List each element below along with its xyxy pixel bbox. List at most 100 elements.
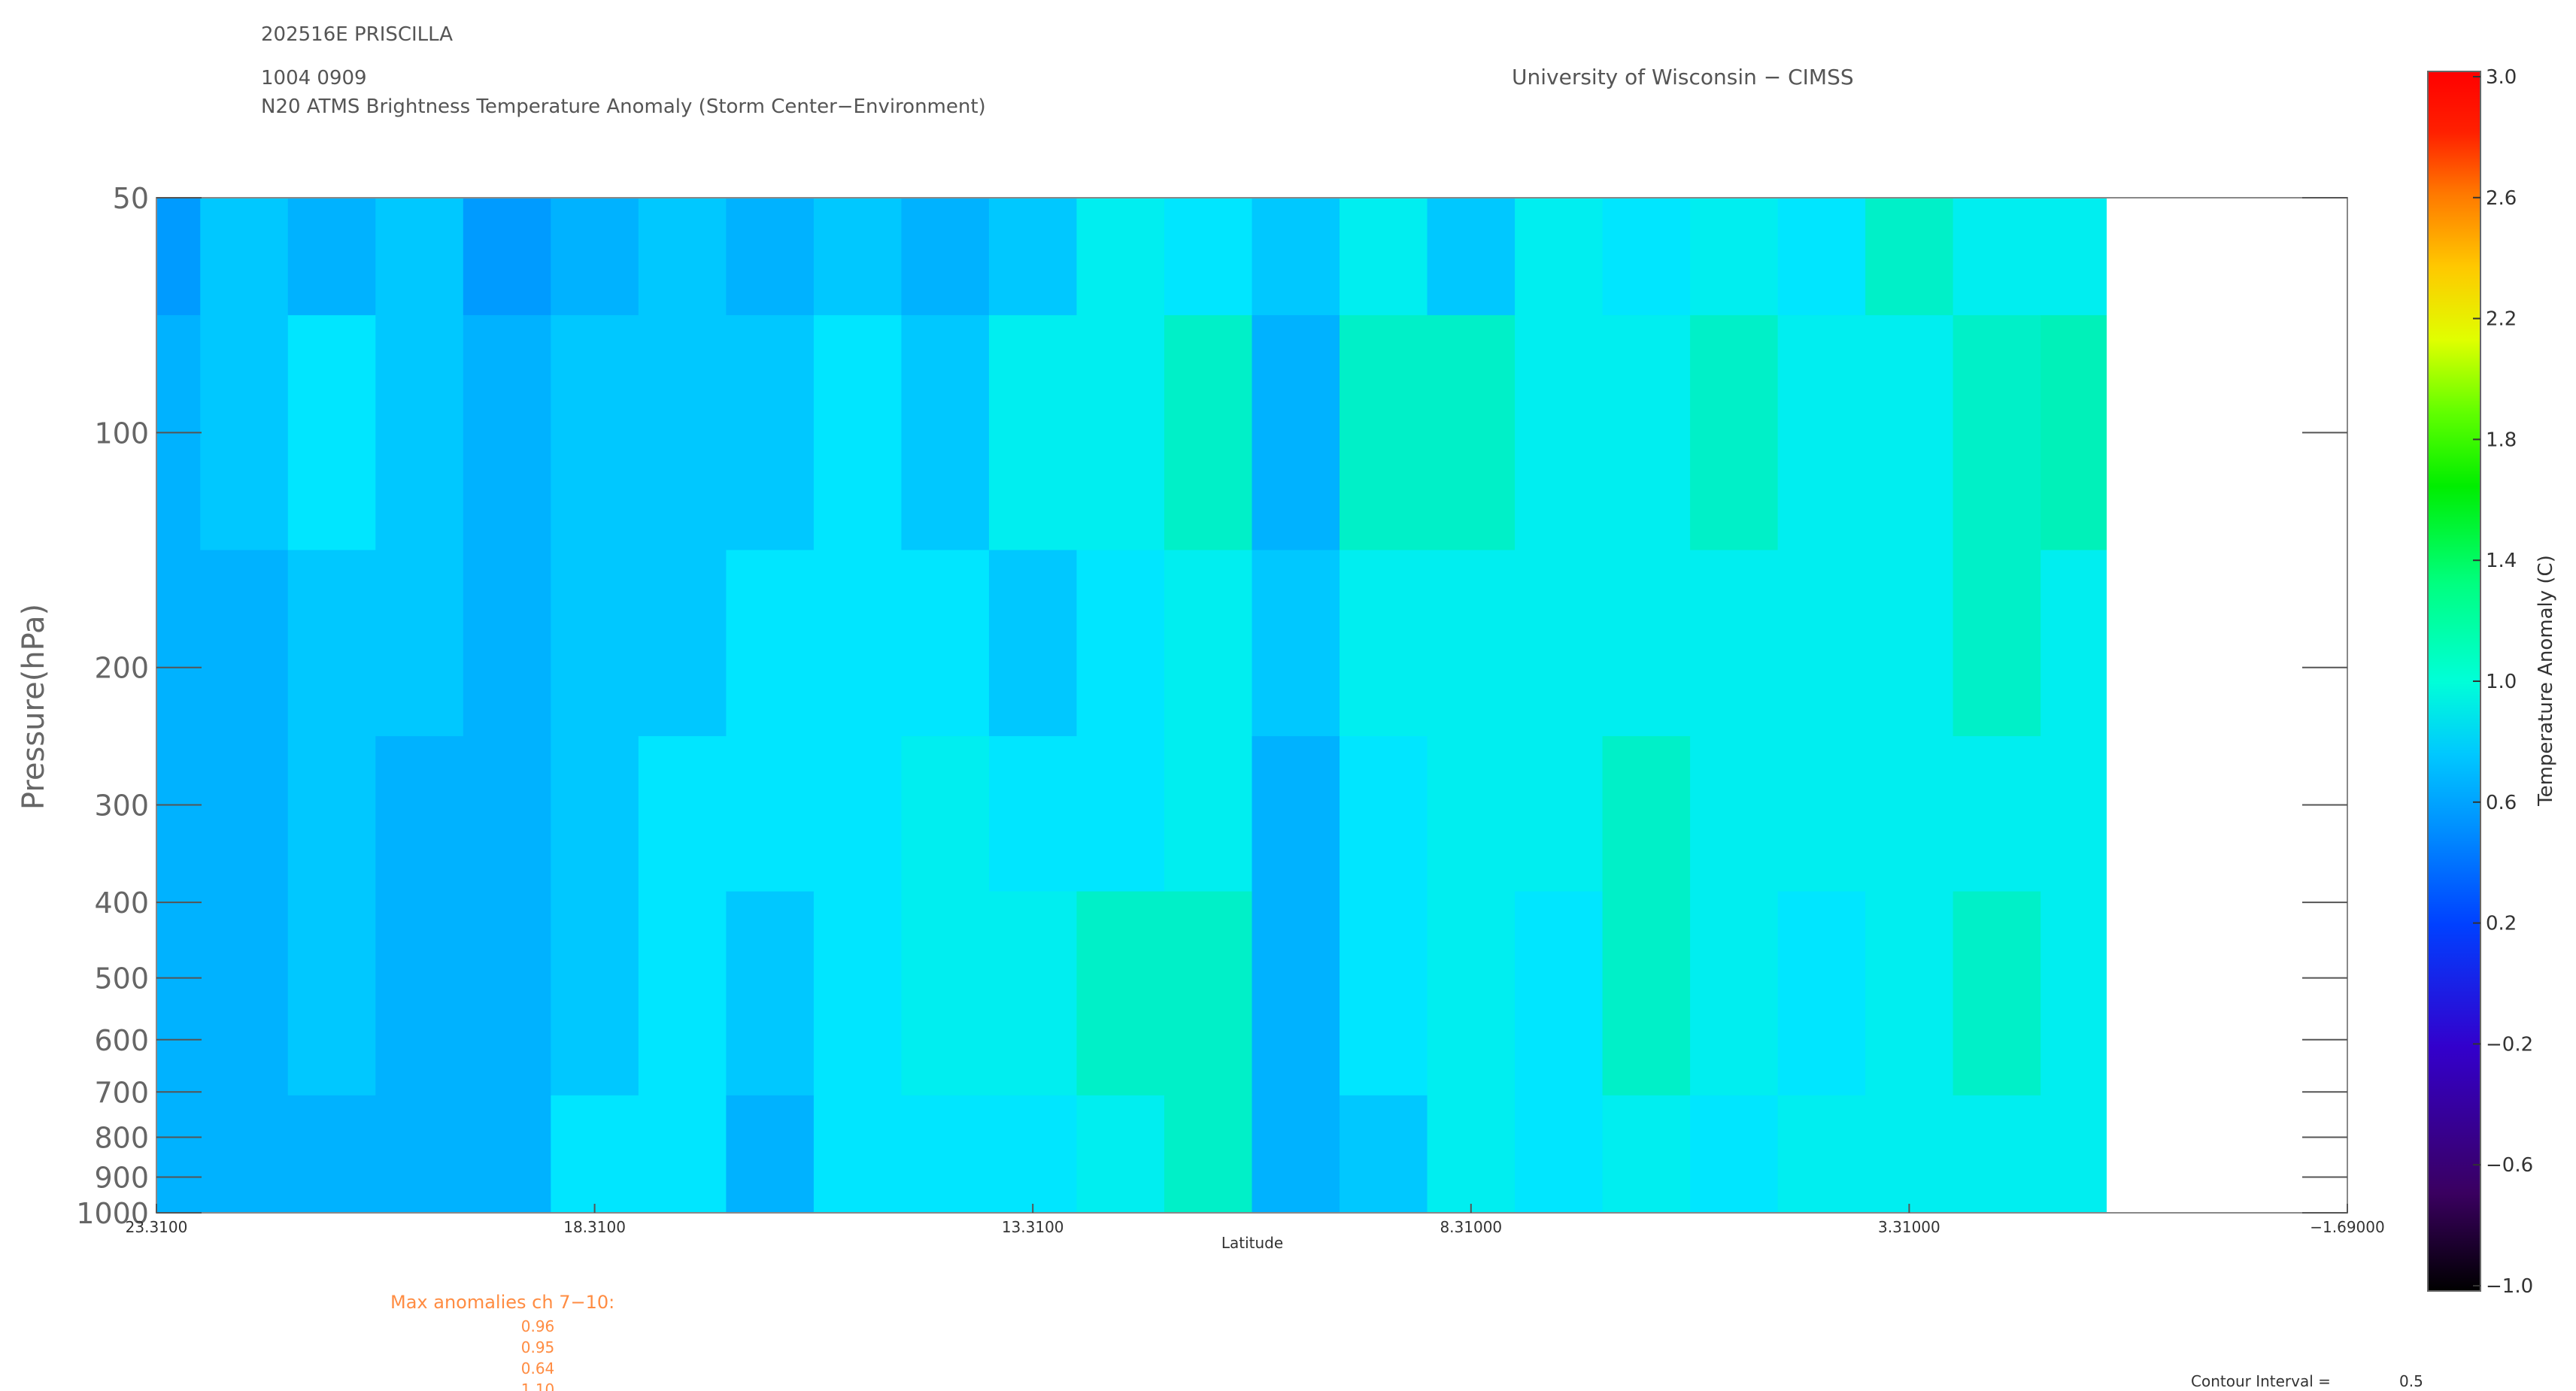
x-tick-label: 13.3100 — [1002, 1218, 1064, 1236]
heatmap-cell — [156, 736, 201, 892]
heatmap-cell — [1076, 550, 1165, 737]
heatmap-cell — [1777, 736, 1866, 892]
heatmap-cell — [156, 1095, 201, 1213]
heatmap-cell — [901, 736, 990, 892]
heatmap-cell — [1515, 315, 1604, 551]
heatmap-cell — [726, 1095, 815, 1213]
heatmap-cell — [813, 315, 902, 551]
y-tick-label: 500 — [94, 962, 149, 996]
heatmap-cell — [638, 891, 727, 1096]
y-tick-label: 200 — [94, 652, 149, 685]
heatmap-cell — [1252, 736, 1340, 892]
y-tick-label: 100 — [94, 417, 149, 450]
heatmap-cell — [287, 736, 376, 892]
heatmap-cell — [1164, 1095, 1252, 1213]
heatmap-cell — [638, 550, 727, 737]
heatmap-cell — [1602, 550, 1691, 737]
heatmap-cell — [551, 1095, 639, 1213]
heatmap-cell — [1952, 550, 2041, 737]
heatmap-cell — [551, 736, 639, 892]
heatmap-cell — [813, 891, 902, 1096]
heatmap-cell — [1164, 315, 1252, 551]
heatmap-cell — [988, 198, 1077, 316]
heatmap-cell — [1515, 1095, 1604, 1213]
heatmap-cell — [901, 198, 990, 316]
max-anomaly-value: 0.95 — [521, 1338, 555, 1356]
heatmap-cell — [1515, 198, 1604, 316]
heatmap-cell — [2040, 315, 2107, 551]
heatmap-cell — [1690, 736, 1779, 892]
heatmap-cell — [726, 891, 815, 1096]
plot-frame — [156, 197, 2348, 1214]
institution: University of Wisconsin − CIMSS — [1512, 65, 1854, 89]
heatmap-cell — [988, 550, 1077, 737]
heatmap-cell — [1602, 1095, 1691, 1213]
heatmap-cell — [1952, 891, 2041, 1096]
heatmap-cell — [1340, 198, 1428, 316]
heatmap-cell — [1952, 736, 2041, 892]
heatmap-cell — [1602, 891, 1691, 1096]
heatmap-cell — [1427, 315, 1516, 551]
product-title: N20 ATMS Brightness Temperature Anomaly … — [261, 95, 986, 118]
heatmap-cell — [156, 550, 201, 737]
heatmap-cell — [1777, 891, 1866, 1096]
heatmap-cell — [726, 198, 815, 316]
heatmap-cell — [1515, 736, 1604, 892]
max-anomalies-title: Max anomalies ch 7−10: — [390, 1292, 614, 1313]
heatmap-cell — [2040, 736, 2107, 892]
heatmap-cell — [200, 891, 289, 1096]
heatmap-cell — [1865, 198, 1954, 316]
heatmap-cell — [463, 198, 551, 316]
x-axis: 23.3100 18.3100 13.3100 8.31000 3.31000 −1.69… — [126, 1204, 2385, 1236]
heatmap-cell — [551, 315, 639, 551]
colorbar-tick-label: 1.0 — [2486, 671, 2517, 693]
heatmap-cell — [1515, 891, 1604, 1096]
heatmap-cell — [200, 736, 289, 892]
heatmap-cell — [1076, 736, 1165, 892]
heatmap-cell — [200, 198, 289, 316]
heatmap-cell — [1340, 315, 1428, 551]
heatmap-cell — [988, 1095, 1077, 1213]
heatmap-cell — [1076, 1095, 1165, 1213]
heatmap-cell — [988, 891, 1077, 1096]
y-axis-label: Pressure(hPa) — [17, 604, 51, 810]
heatmap-cell — [1076, 198, 1165, 316]
heatmap-cell — [1690, 550, 1779, 737]
x-tick-label: 18.3100 — [563, 1218, 626, 1236]
heatmap-cell — [901, 891, 990, 1096]
colorbar-tick-label: −1.0 — [2486, 1275, 2533, 1298]
heatmap-cell — [813, 1095, 902, 1213]
heatmap-cell — [813, 550, 902, 737]
y-tick-label: 800 — [94, 1121, 149, 1154]
heatmap-cell — [1427, 1095, 1516, 1213]
y-tick-label: 400 — [94, 886, 149, 920]
heatmap-cell — [1252, 891, 1340, 1096]
heatmap-cell — [551, 550, 639, 737]
heatmap-cell — [1252, 198, 1340, 316]
heatmap-cell — [1865, 736, 1954, 892]
heatmap-cell — [463, 1095, 551, 1213]
heatmap-cell — [375, 736, 464, 892]
heatmap-cell — [2040, 198, 2107, 316]
heatmap-cell — [287, 550, 376, 737]
colorbar-tick-label: 2.2 — [2486, 308, 2517, 331]
heatmap-cell — [1690, 1095, 1779, 1213]
heatmap-cell — [1076, 315, 1165, 551]
heatmap-cell — [463, 315, 551, 551]
x-tick-label: 23.3100 — [126, 1218, 188, 1236]
heatmap-cell — [1427, 198, 1516, 316]
heatmap-cell — [200, 1095, 289, 1213]
colorbar-tick-label: 1.4 — [2486, 550, 2517, 572]
heatmap-cell — [638, 315, 727, 551]
heatmap-cell — [1777, 1095, 1866, 1213]
x-tick-label: 8.31000 — [1440, 1218, 1502, 1236]
storm-id: 202516E PRISCILLA — [261, 23, 453, 46]
heatmap-cell — [901, 315, 990, 551]
y-tick-label: 50 — [113, 182, 149, 215]
colorbar-tick-label: 0.6 — [2486, 792, 2517, 814]
heatmap-cell — [726, 550, 815, 737]
heatmap-cell — [287, 198, 376, 316]
heatmap-cell — [726, 315, 815, 551]
max-anomaly-value: 1.10 — [521, 1380, 555, 1391]
